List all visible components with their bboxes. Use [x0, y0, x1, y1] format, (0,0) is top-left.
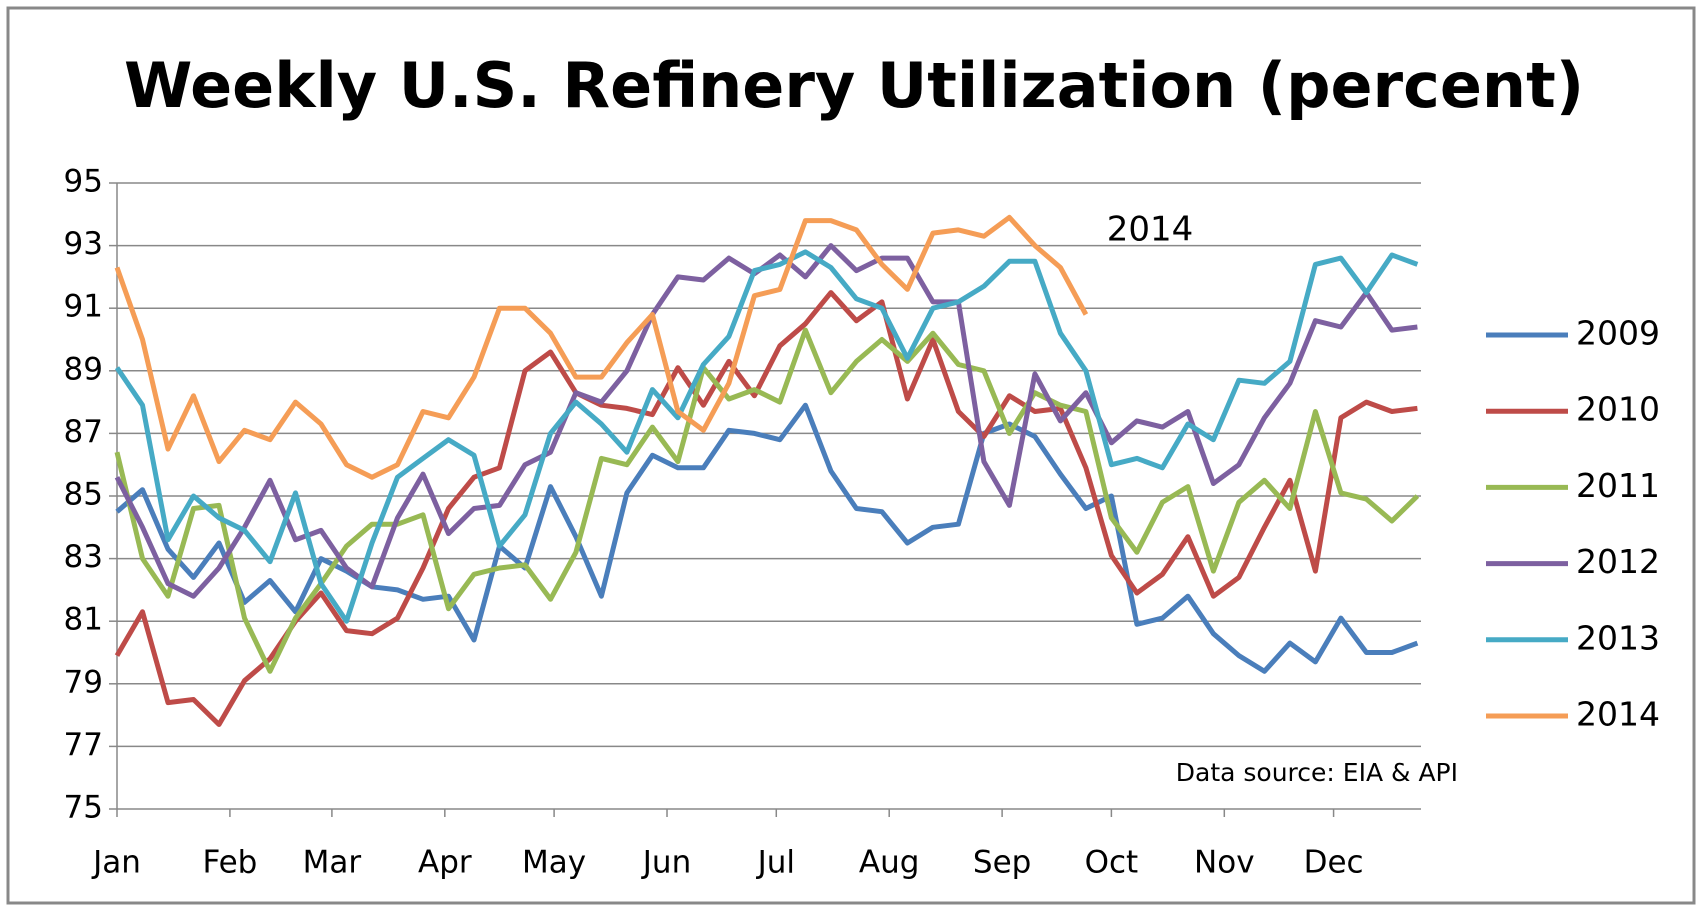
y-tick-label: 83: [64, 539, 103, 575]
y-tick-label: 79: [64, 664, 103, 700]
y-tick-label: 93: [64, 226, 103, 262]
y-tick-label: 91: [64, 289, 103, 325]
source-note: Data source: EIA & API: [1176, 758, 1458, 787]
y-tick-label: 75: [64, 790, 103, 826]
y-tick-label: 77: [64, 727, 103, 763]
series-line: [114, 243, 1418, 599]
x-tick-label: May: [522, 845, 586, 881]
legend-label: 2009: [1576, 314, 1660, 353]
x-tick-label: Jan: [91, 845, 141, 881]
y-tick-label: 89: [64, 351, 103, 387]
x-tick-label: Apr: [418, 845, 472, 881]
legend-label: 2010: [1576, 390, 1660, 429]
x-tick-label: Jun: [641, 845, 691, 881]
y-tick-label: 85: [64, 477, 103, 513]
series-line: [114, 290, 1418, 727]
x-tick-label: Jul: [756, 845, 795, 881]
y-tick-label: 95: [64, 164, 103, 200]
legend-label: 2012: [1576, 542, 1660, 581]
annotation: 2014: [1107, 210, 1194, 250]
x-tick-label: Feb: [202, 845, 257, 881]
x-tick-label: Nov: [1194, 845, 1255, 881]
legend-label: 2011: [1576, 466, 1660, 505]
frame: [6, 6, 1696, 905]
x-tick-label: Oct: [1085, 845, 1139, 881]
chart-title: Weekly U.S. Refinery Utilization (percen…: [124, 49, 1584, 122]
x-tick-label: Mar: [303, 845, 362, 881]
series-line: [114, 327, 1420, 674]
legend-label: 2014: [1576, 695, 1660, 734]
legend-label: 2013: [1576, 618, 1660, 657]
y-tick-label: 81: [64, 602, 103, 638]
x-tick-label: Aug: [859, 845, 920, 881]
y-tick-label: 87: [64, 414, 103, 450]
series-line: [114, 249, 1419, 624]
series-line: [114, 214, 1089, 480]
x-tick-label: Dec: [1304, 845, 1364, 881]
x-tick-label: Sep: [973, 845, 1031, 881]
